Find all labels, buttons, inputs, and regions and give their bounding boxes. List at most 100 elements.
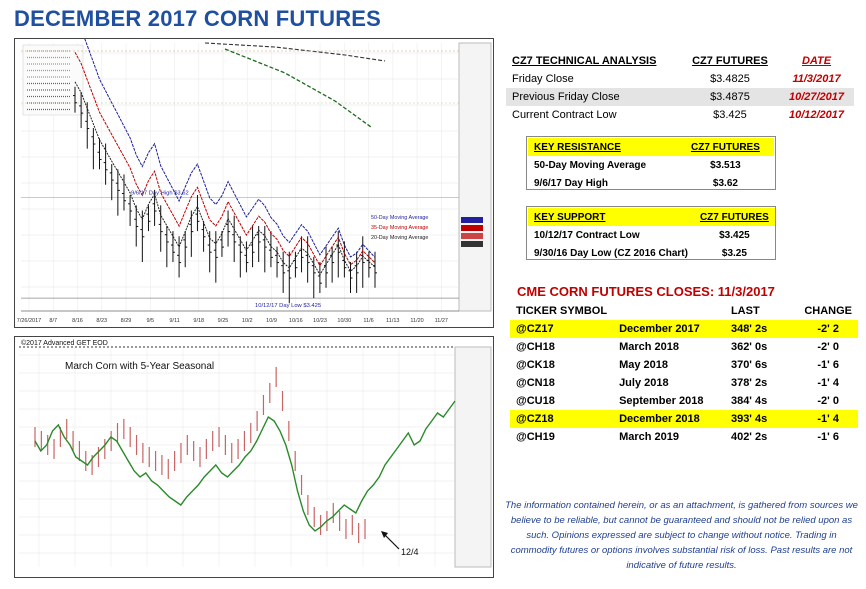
table-row: @CN18 July 2018 378' 2s -1' 4 bbox=[510, 374, 858, 392]
price-marker bbox=[461, 241, 483, 247]
ma20-line bbox=[74, 81, 376, 276]
x-tick-label: 8/23 bbox=[96, 318, 107, 324]
x-tick-label: 9/11 bbox=[169, 318, 179, 324]
contract-cell: May 2018 bbox=[619, 359, 668, 371]
table-row: @CU18 September 2018 384' 4s -2' 0 bbox=[510, 392, 858, 410]
x-tick-label: 11/20 bbox=[410, 318, 423, 324]
x-tick-label: 11/13 bbox=[386, 318, 399, 324]
cz7-chart-svg: 7/26/2017 8/7 8/16 8/23 8/29 9/5 9/11 9/18 9/25 1… bbox=[17, 16, 492, 324]
tech-date: 11/3/2017 bbox=[792, 73, 841, 85]
x-tick-label: 10/23 bbox=[313, 318, 327, 324]
last-cell: 362' 0s bbox=[730, 341, 768, 353]
contract-cell: March 2018 bbox=[619, 341, 679, 353]
ticker-cell: @CH18 bbox=[516, 341, 555, 353]
change-cell: -2' 0 bbox=[817, 341, 839, 353]
change-cell: -1' 4 bbox=[798, 410, 858, 428]
contract-cell: March 2019 bbox=[619, 431, 679, 443]
tech-value: $3.425 bbox=[713, 109, 747, 121]
table-row: 9/30/16 Day Low (CZ 2016 Chart) $3.25 bbox=[528, 244, 775, 262]
last-cell: 370' 6s bbox=[730, 359, 768, 371]
tech-date: 10/12/2017 bbox=[788, 109, 845, 121]
ticker-cell: @CK18 bbox=[516, 359, 555, 371]
support-box bbox=[526, 206, 776, 260]
x-tick-label: 9/18 bbox=[193, 318, 204, 324]
tech-value: $3.4875 bbox=[710, 91, 750, 103]
closes-header-last: LAST bbox=[730, 305, 760, 317]
table-row: 50-Day Moving Average $3.513 bbox=[528, 156, 774, 174]
x-tick-label: 10/16 bbox=[289, 318, 303, 324]
seasonal-line bbox=[34, 400, 456, 532]
ma200-line bbox=[224, 48, 372, 128]
day-low-label: 10/12/17 Day Low $3.425 bbox=[255, 303, 321, 309]
support-label: 10/12/17 Contract Low bbox=[534, 229, 640, 241]
change-cell: -2' 2 bbox=[798, 320, 858, 338]
support-header-futures: CZ7 FUTURES bbox=[699, 211, 769, 223]
resistance-table: KEY RESISTANCE CZ7 FUTURES 50-Day Moving… bbox=[528, 138, 774, 192]
change-cell: -2' 0 bbox=[817, 395, 839, 407]
table-row: @CZ18 December 2018 393' 4s -1' 4 bbox=[510, 410, 858, 428]
x-tick-label: 8/16 bbox=[72, 318, 83, 324]
table-row: @CZ17 December 2017 348' 2s -2' 2 bbox=[510, 320, 858, 338]
last-cell: 402' 2s bbox=[730, 431, 768, 443]
change-cell: -1' 4 bbox=[817, 377, 839, 389]
cz7-daily-chart: 7/26/2017 8/7 8/16 8/23 8/29 9/5 9/11 9/18 9/25 1… bbox=[14, 16, 494, 328]
seasonal-chart-svg: ©2017 Advanced GET EOD March Corn with 5-… bbox=[19, 339, 492, 568]
technical-analysis-table: CZ7 TECHNICAL ANALYSIS CZ7 FUTURES DATE … bbox=[506, 52, 854, 124]
march-corn-seasonal-chart: ©2017 Advanced GET EOD March Corn with 5-… bbox=[14, 336, 494, 578]
support-header: KEY SUPPORT bbox=[534, 211, 606, 223]
disclaimer: The information contained herein, or as … bbox=[505, 500, 858, 571]
x-tick-label: 8/29 bbox=[121, 318, 132, 324]
closes-title: CME CORN FUTURES CLOSES: 11/3/2017 bbox=[517, 284, 775, 299]
ma50-line bbox=[74, 16, 376, 258]
tech-label: Current Contract Low bbox=[512, 109, 617, 121]
price-scale-panel bbox=[458, 42, 492, 312]
support-table: KEY SUPPORT CZ7 FUTURES 10/12/17 Contrac… bbox=[528, 208, 775, 262]
chart-header: ©2017 Advanced GET EOD bbox=[21, 339, 108, 347]
last-cell: 393' 4s bbox=[724, 410, 799, 428]
tech-header-date: DATE bbox=[801, 55, 832, 67]
price-marker bbox=[461, 225, 483, 231]
resistance-value: $3.513 bbox=[710, 159, 741, 171]
tech-label: Friday Close bbox=[512, 73, 574, 85]
x-tick-label: 8/7 bbox=[49, 318, 57, 324]
legend-box bbox=[22, 44, 84, 116]
support-value: $3.25 bbox=[721, 247, 747, 259]
contract-cell: September 2018 bbox=[619, 395, 704, 407]
ma35-line bbox=[74, 52, 376, 267]
contract-cell: December 2017 bbox=[613, 320, 725, 338]
tech-header-futures: CZ7 FUTURES bbox=[692, 55, 768, 67]
resistance-label: 9/6/17 Day High bbox=[534, 177, 608, 189]
resistance-header: KEY RESISTANCE bbox=[534, 141, 621, 153]
contract-cell: July 2018 bbox=[619, 377, 669, 389]
closes-header-ticker: TICKER SYMBOL bbox=[516, 305, 608, 317]
x-tick-label: 10/9 bbox=[266, 318, 277, 324]
table-row: Friday Close $3.4825 11/3/2017 bbox=[506, 70, 854, 88]
change-cell: -1' 6 bbox=[817, 431, 839, 443]
price-scale-panel bbox=[454, 346, 492, 568]
page-title: DECEMBER 2017 CORN FUTURES bbox=[14, 6, 382, 31]
resistance-box bbox=[526, 136, 776, 190]
table-row: 9/6/17 Day High $3.62 bbox=[528, 174, 774, 192]
tech-value: $3.4825 bbox=[710, 73, 750, 85]
resistance-value: $3.62 bbox=[712, 177, 738, 189]
contract-cell: December 2018 bbox=[613, 410, 725, 428]
x-tick-label: 7/26/2017 bbox=[17, 318, 41, 324]
ticker-cell: @CU18 bbox=[516, 395, 555, 407]
tech-header-analysis: CZ7 TECHNICAL ANALYSIS bbox=[512, 55, 657, 67]
table-row: @CH18 March 2018 362' 0s -2' 0 bbox=[510, 338, 858, 356]
ticker-cell: @CH19 bbox=[516, 431, 555, 443]
last-cell: 384' 4s bbox=[730, 395, 768, 407]
last-cell: 348' 2s bbox=[724, 320, 799, 338]
arrow-head bbox=[381, 531, 388, 538]
x-tick-label: 10/2 bbox=[242, 318, 253, 324]
ticker-cell: @CN18 bbox=[516, 377, 555, 389]
price-marker bbox=[461, 233, 483, 239]
last-cell: 378' 2s bbox=[730, 377, 768, 389]
table-row: Previous Friday Close $3.4875 10/27/2017 bbox=[506, 88, 854, 106]
support-label: 9/30/16 Day Low (CZ 2016 Chart) bbox=[534, 247, 688, 259]
closes-header-change: CHANGE bbox=[804, 305, 852, 317]
ma20-label: 20-Day Moving Average bbox=[371, 235, 428, 241]
chart-title: March Corn with 5-Year Seasonal bbox=[65, 361, 214, 372]
ma35-label: 35-Day Moving Average bbox=[371, 225, 428, 231]
support-value: $3.425 bbox=[719, 229, 750, 241]
